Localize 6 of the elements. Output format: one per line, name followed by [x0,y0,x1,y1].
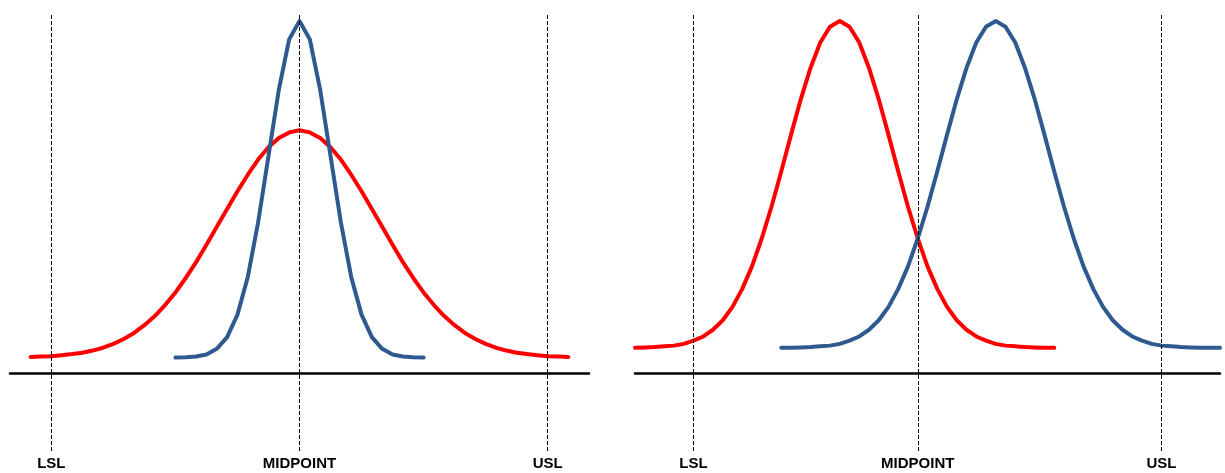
x-tick-label: LSL [679,454,708,471]
x-tick-label: LSL [37,454,66,471]
x-tick-label: MIDPOINT [262,454,337,471]
x-tick-label: USL [1146,454,1177,471]
x-tick-label: USL [532,454,563,471]
x-tick-label: MIDPOINT [881,454,955,471]
